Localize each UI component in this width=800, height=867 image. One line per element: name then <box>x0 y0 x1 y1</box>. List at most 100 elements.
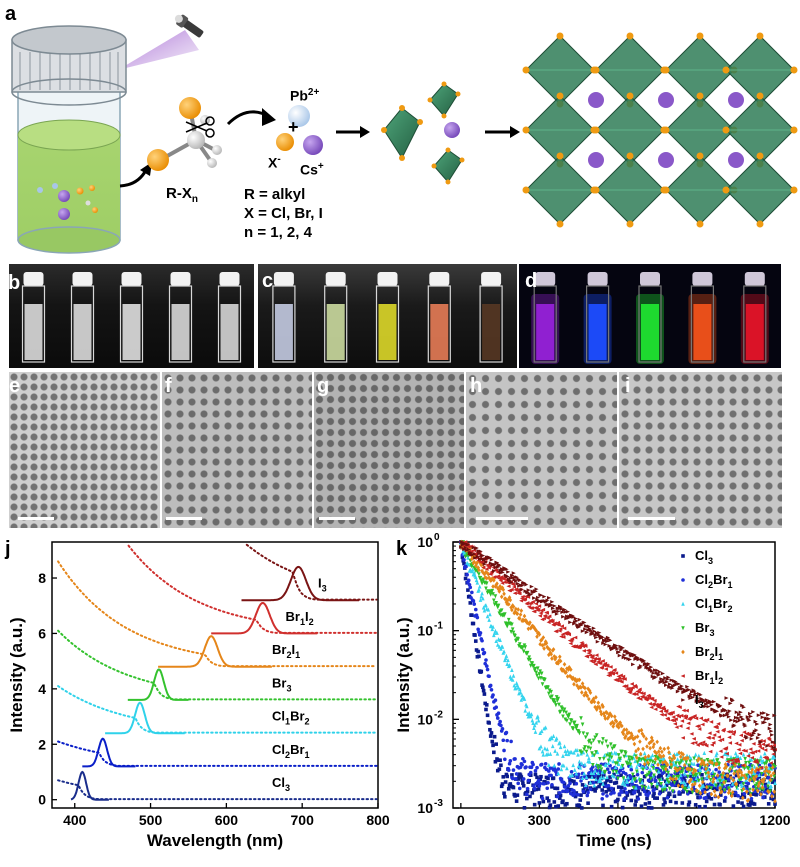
x-tick-label: 700 <box>291 812 315 828</box>
r-definition: R = alkyl <box>244 186 306 203</box>
pl-curve <box>158 635 272 668</box>
pb-ion <box>288 105 310 127</box>
tem-image-e <box>9 372 160 528</box>
tem-image-g <box>314 372 464 528</box>
scale-bar-e <box>18 517 54 520</box>
y-tick-label: 0 <box>38 792 46 808</box>
lattice-cs-atom <box>588 152 604 168</box>
absorption-curve <box>57 685 378 734</box>
decay-series <box>459 540 778 752</box>
cuvette-solution <box>24 304 43 360</box>
scale-bar-i <box>628 517 675 520</box>
panel-label-h: h <box>470 375 483 397</box>
x-tick-label: 1200 <box>759 812 790 828</box>
arrow-vial-to-molecule <box>119 169 148 188</box>
legend-label: I3​ <box>695 692 704 710</box>
lattice-halide-atom <box>522 186 530 194</box>
light-beam <box>118 30 199 70</box>
x-axis-label: Wavelength (nm) <box>147 831 283 850</box>
cuvette-cap <box>692 272 713 286</box>
panel-label-c: c <box>262 270 274 292</box>
series-label: I3​ <box>318 576 327 594</box>
tem-image-f <box>162 372 312 528</box>
series-label: Br2​I1​ <box>272 642 300 660</box>
lattice-halide-atom <box>592 186 600 194</box>
cuvette-cap <box>377 272 398 286</box>
cuvette-cap <box>121 272 142 286</box>
cuvette-solution <box>430 304 449 360</box>
cuvette-cap <box>325 272 346 286</box>
panel-label-e: e <box>9 375 21 397</box>
lattice-halide-atom <box>522 126 530 134</box>
lattice-halide-atom <box>722 186 730 194</box>
absorption-curve <box>57 740 378 767</box>
lattice-halide-atom <box>756 32 764 40</box>
legend-label: Br3​ <box>695 620 715 638</box>
legend-label: Br2​I1​ <box>695 644 723 662</box>
tem-image-i <box>619 372 782 528</box>
lattice-halide-atom <box>592 126 600 134</box>
panel-label-j: j <box>5 538 11 560</box>
y-tick-exponent: -1 <box>434 621 443 632</box>
lattice-halide-atom <box>696 152 704 160</box>
cuvette-cap <box>640 272 660 286</box>
legend-label: Cl2​Br1​ <box>695 572 733 590</box>
lattice-halide-atom <box>626 152 634 160</box>
absorption-curve <box>57 560 378 668</box>
panel-label-i: i <box>625 375 631 397</box>
plus-sign: + <box>288 117 299 137</box>
cuvette-solution <box>73 304 92 360</box>
panel-label-k: k <box>396 538 408 560</box>
x-tick-label: 500 <box>139 812 163 828</box>
legend-item <box>681 626 685 631</box>
cuvette-solution <box>326 304 345 360</box>
lattice-halide-atom <box>696 220 704 228</box>
cuvette-cap <box>535 272 556 286</box>
cuvette-solution <box>693 304 712 360</box>
x-definition: X = Cl, Br, I <box>244 205 323 222</box>
cuvette <box>21 272 46 363</box>
chart-k-frame <box>452 541 776 809</box>
x-tick-label: 0 <box>457 812 465 828</box>
cuvette <box>479 272 503 363</box>
x-tick-label: 800 <box>366 812 390 828</box>
pl-curve <box>211 601 318 635</box>
cs-ion <box>303 135 323 155</box>
lattice-halide-atom <box>662 186 670 194</box>
legend-item <box>681 578 685 582</box>
cuvette-solution <box>171 304 190 360</box>
series-label: Br3​ <box>272 675 292 693</box>
cuvette-cap <box>72 272 93 286</box>
cuvette-solution <box>588 304 607 360</box>
x-ion <box>276 133 294 151</box>
flashlight-icon <box>174 14 204 38</box>
y-axis-label: Intensity (a.u.) <box>7 617 26 732</box>
x-tick-label: 600 <box>606 812 630 828</box>
cuvette-cap <box>744 272 765 286</box>
lattice-halide-atom <box>722 126 730 134</box>
series-label: Cl2​Br1​ <box>272 742 310 760</box>
cuvette-cap <box>219 272 240 286</box>
x-label: X- <box>268 154 281 171</box>
y-tick-label: 6 <box>38 625 46 641</box>
scale-bar-f <box>166 517 202 520</box>
cuvette <box>375 272 400 363</box>
panel-label-g: g <box>317 375 330 397</box>
cuvette <box>531 272 560 364</box>
cuvette <box>636 272 664 364</box>
alkyl-halide-molecule <box>147 97 222 171</box>
series-label: Cl3​ <box>272 775 290 793</box>
lattice-cs-atom <box>658 92 674 108</box>
y-tick-label: 10 <box>417 800 433 816</box>
lattice-cs-atom <box>588 92 604 108</box>
cuvette <box>272 272 296 363</box>
lattice-halide-atom <box>556 92 564 100</box>
panel-label-a: a <box>5 3 17 25</box>
chart-j-frame <box>51 541 379 809</box>
pl-curve <box>70 770 109 801</box>
cuvette-cap <box>23 272 44 286</box>
legend-item <box>681 554 685 558</box>
cuvette <box>119 272 144 363</box>
x-tick-label: 400 <box>63 812 87 828</box>
